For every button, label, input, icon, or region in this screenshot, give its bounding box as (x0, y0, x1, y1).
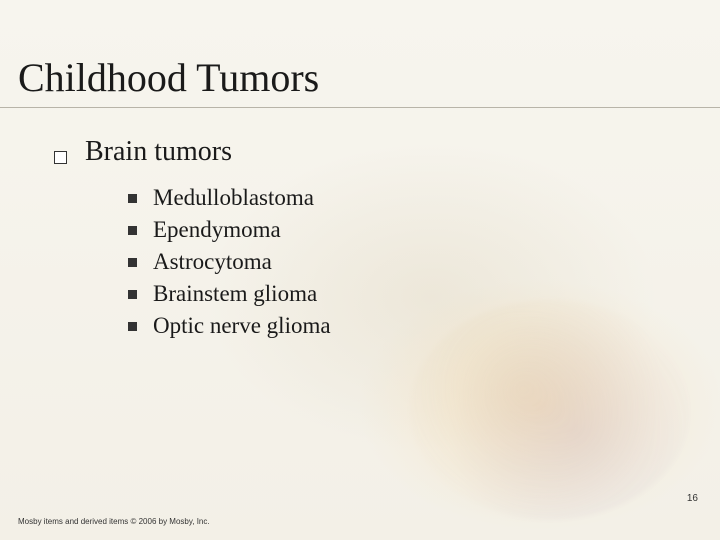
list-item: Optic nerve glioma (128, 310, 720, 342)
level1-text: Brain tumors (85, 136, 232, 168)
list-item-level1: Brain tumors (0, 108, 720, 168)
subitem-label: Medulloblastoma (153, 185, 314, 211)
subitem-label: Brainstem glioma (153, 281, 317, 307)
list-item: Astrocytoma (128, 246, 720, 278)
list-item: Medulloblastoma (128, 182, 720, 214)
subitem-label: Ependymoma (153, 217, 281, 243)
slide-content: Childhood Tumors Brain tumors Medullobla… (0, 0, 720, 342)
list-item: Ependymoma (128, 214, 720, 246)
subitem-label: Optic nerve glioma (153, 313, 331, 339)
subitem-label: Astrocytoma (153, 249, 272, 275)
slide-title: Childhood Tumors (0, 0, 720, 107)
page-number: 16 (687, 493, 698, 504)
solid-square-bullet-icon (128, 258, 137, 267)
sublist: Medulloblastoma Ependymoma Astrocytoma B… (0, 168, 720, 342)
solid-square-bullet-icon (128, 194, 137, 203)
list-item: Brainstem glioma (128, 278, 720, 310)
open-square-bullet-icon (54, 151, 67, 164)
copyright-text: Mosby items and derived items © 2006 by … (18, 517, 210, 526)
solid-square-bullet-icon (128, 226, 137, 235)
solid-square-bullet-icon (128, 290, 137, 299)
solid-square-bullet-icon (128, 322, 137, 331)
